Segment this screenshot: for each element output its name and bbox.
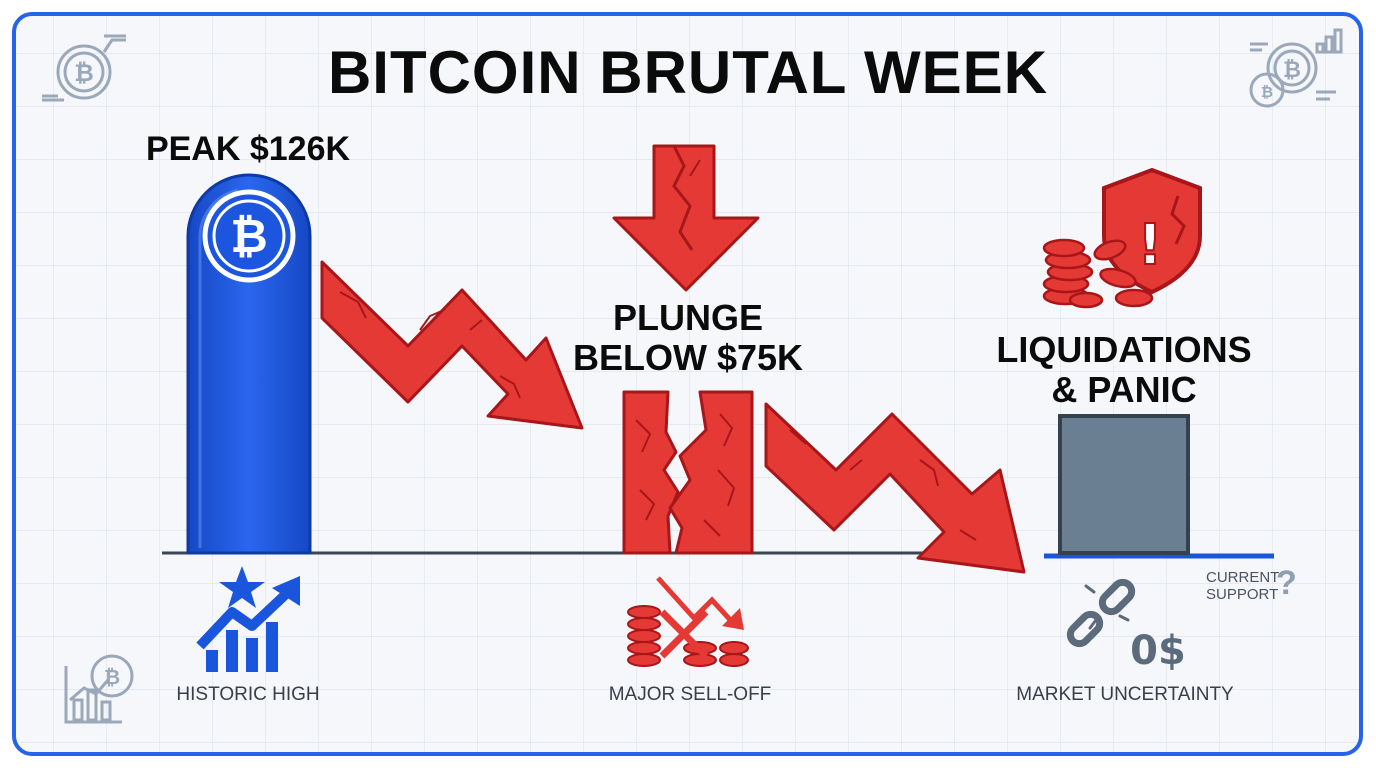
trending-up-star-icon — [196, 566, 300, 672]
liquidations-label: LIQUIDATIONS & PANIC — [990, 329, 1258, 411]
bitcoin-growth-icon-bottom-left: ₿ — [64, 654, 134, 724]
bitcoin-glyph: ₿ — [74, 59, 94, 87]
broken-chain-icon — [1066, 578, 1136, 648]
bitcoin-coin-icon: ₿ — [202, 189, 296, 283]
bitcoin-glyph: ₿ — [1283, 58, 1301, 83]
falling-coins-icon — [1042, 238, 1154, 309]
caption-market-uncertainty: MARKET UNCERTAINTY — [1016, 684, 1234, 705]
bitcoin-coin-icon-top-left: ₿ — [42, 34, 126, 102]
bitcoin-glyph: ₿ — [1261, 83, 1273, 101]
sell-off-coins-icon — [627, 576, 749, 667]
page-title: BITCOIN BRUTAL WEEK — [327, 39, 1049, 106]
zero-dollar-icon: 0$ — [1130, 628, 1186, 674]
question-mark-icon: ? — [1276, 564, 1297, 602]
bitcoin-glyph: ₿ — [104, 665, 120, 689]
caption-major-sell-off: MAJOR SELL-OFF — [608, 684, 772, 705]
bitcoin-glyph: ₿ — [230, 209, 268, 263]
cracked-pillar — [622, 390, 754, 555]
liquidations-label-line1: LIQUIDATIONS — [996, 329, 1252, 370]
exclamation-glyph: ! — [1137, 213, 1163, 278]
falling-arrow-2 — [764, 402, 1026, 574]
liquidations-label-line2: & PANIC — [1051, 369, 1197, 411]
liquidation-block — [1058, 414, 1190, 555]
falling-arrow-1 — [320, 260, 584, 430]
frame-border — [12, 12, 1363, 756]
current-support-line1: CURRENT — [1206, 569, 1280, 586]
down-arrow-icon — [612, 144, 760, 292]
current-support-note: CURRENT SUPPORT — [1206, 569, 1286, 604]
plunge-label-line2: BELOW $75K — [572, 337, 804, 379]
caption-historic-high: HISTORIC HIGH — [176, 684, 320, 705]
plunge-label-line1: PLUNGE — [612, 297, 763, 338]
current-support-line2: SUPPORT — [1206, 586, 1279, 604]
peak-label: PEAK $126K — [145, 130, 351, 168]
bitcoin-coins-chart-icon-top-right: ₿ ₿ — [1249, 28, 1343, 108]
plunge-label: PLUNGE BELOW $75K — [560, 297, 816, 379]
